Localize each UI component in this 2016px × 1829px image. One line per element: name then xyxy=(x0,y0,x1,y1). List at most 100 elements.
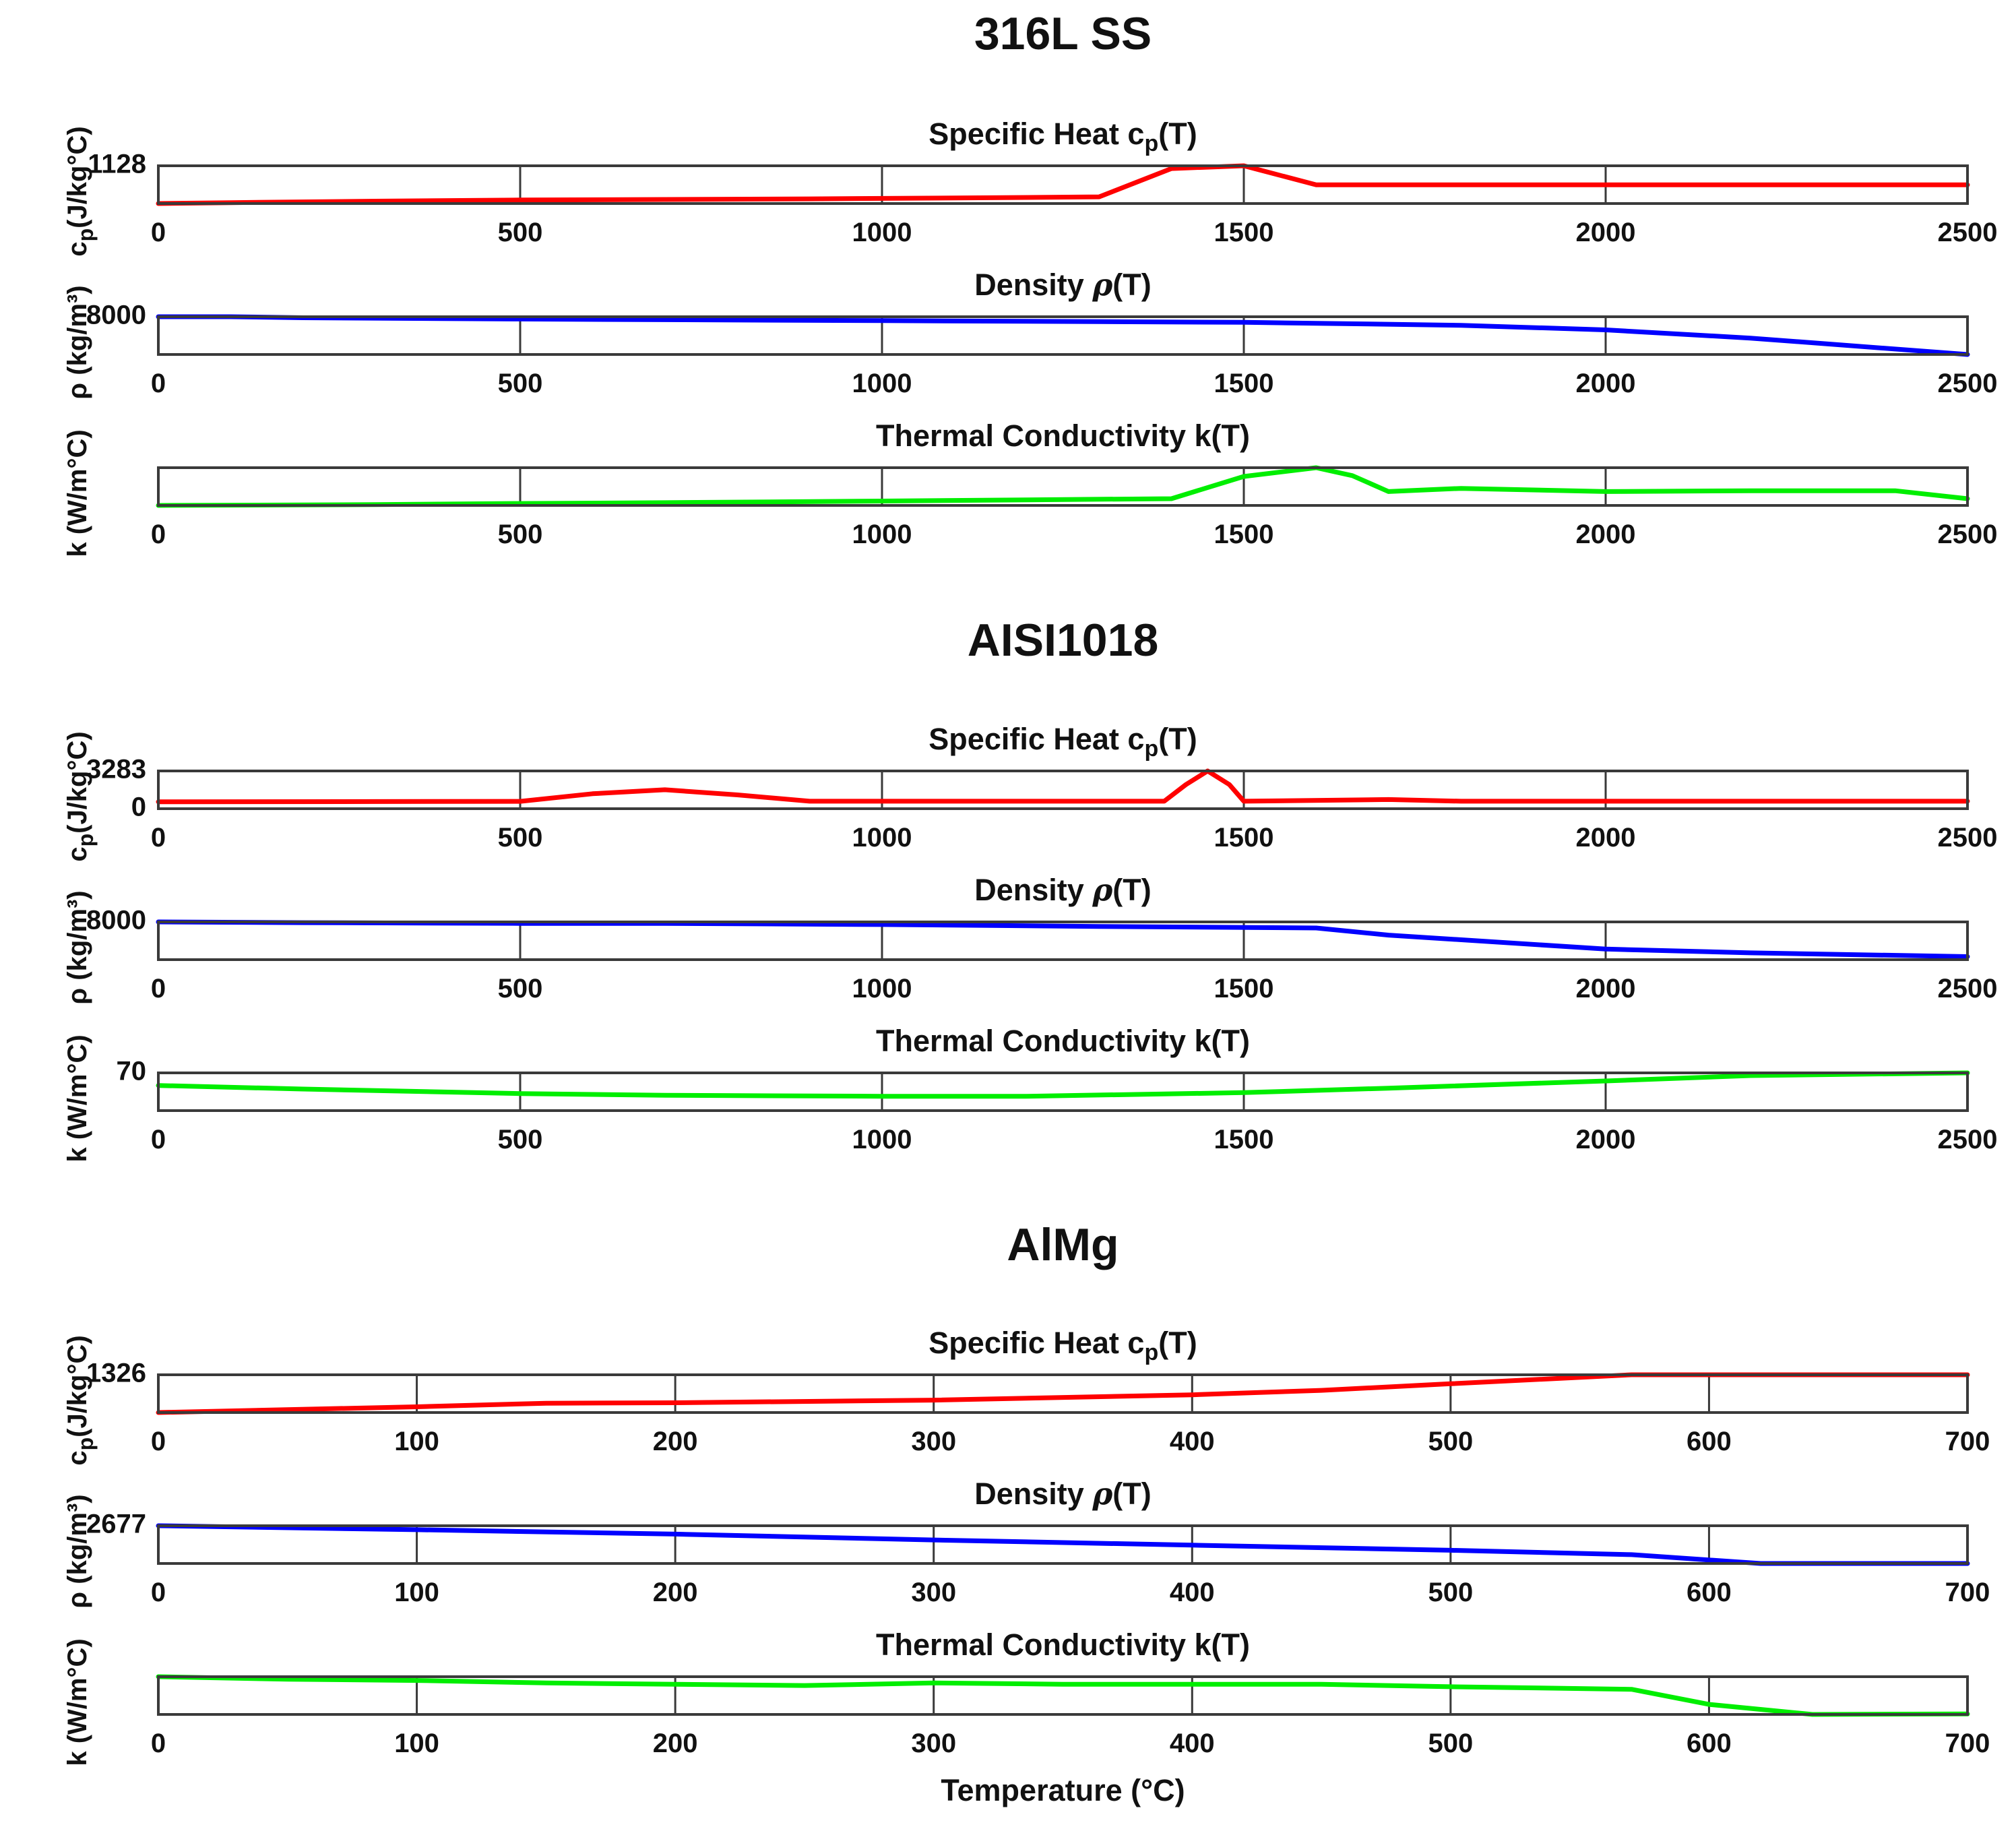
x-tick-label: 0 xyxy=(151,974,166,1003)
axes-frame xyxy=(157,1524,1969,1565)
x-tick-label: 200 xyxy=(653,1578,698,1607)
x-tick-label: 600 xyxy=(1687,1578,1732,1607)
x-tick-label: 0 xyxy=(151,520,166,549)
x-tick-label: 2000 xyxy=(1576,823,1636,852)
x-tick-label: 400 xyxy=(1170,1427,1215,1456)
panel-title: Specific Heat cp(T) xyxy=(928,117,1197,156)
group-title: 316L SS xyxy=(974,8,1152,59)
panel-title: Specific Heat cp(T) xyxy=(928,722,1197,762)
x-tick-label: 2000 xyxy=(1576,218,1636,247)
x-tick-label: 2500 xyxy=(1938,218,1998,247)
series-line-cp xyxy=(156,1372,1970,1415)
x-tick-label: 1500 xyxy=(1214,974,1274,1003)
x-tick-label: 300 xyxy=(911,1578,956,1607)
y-tick-label: 8000 xyxy=(86,301,146,330)
x-tick-label: 700 xyxy=(1945,1427,1990,1456)
axes-frame xyxy=(157,164,1969,205)
x-tick-label: 2500 xyxy=(1938,520,1998,549)
axes-frame xyxy=(157,770,1969,810)
series-line-cp xyxy=(156,768,1970,805)
y-tick-label: 70 xyxy=(117,1057,147,1086)
panel-title: Density ρ(T) xyxy=(974,1476,1151,1512)
x-tick-label: 1000 xyxy=(852,520,912,549)
x-tick-label: 0 xyxy=(151,1729,166,1758)
axes-frame xyxy=(157,315,1969,356)
x-tick-label: 500 xyxy=(498,1125,543,1154)
y-axis-label: ρ (kg/m³) xyxy=(63,285,92,399)
x-tick-label: 2500 xyxy=(1938,974,1998,1003)
x-tick-label: 2000 xyxy=(1576,369,1636,398)
x-tick-label: 500 xyxy=(1428,1729,1473,1758)
axes-frame xyxy=(157,466,1969,507)
axes-frame xyxy=(157,1675,1969,1716)
panel-title: Specific Heat cp(T) xyxy=(928,1326,1197,1365)
x-tick-label: 400 xyxy=(1170,1578,1215,1607)
x-tick-label: 0 xyxy=(151,1427,166,1456)
y-axis-label: k (W/m°C) xyxy=(63,429,92,557)
x-tick-label: 1500 xyxy=(1214,369,1274,398)
x-tick-label: 1500 xyxy=(1214,1125,1274,1154)
axes-frame xyxy=(157,921,1969,961)
x-tick-label: 1000 xyxy=(852,218,912,247)
x-tick-label: 600 xyxy=(1687,1729,1732,1758)
x-tick-label: 2000 xyxy=(1576,1125,1636,1154)
x-tick-label: 1500 xyxy=(1214,823,1274,852)
y-axis-label: k (W/m°C) xyxy=(63,1034,92,1162)
x-tick-label: 2000 xyxy=(1576,520,1636,549)
series-line-k xyxy=(156,465,1970,508)
x-tick-label: 0 xyxy=(151,1578,166,1607)
x-tick-label: 500 xyxy=(1428,1578,1473,1607)
x-tick-label: 200 xyxy=(653,1427,698,1456)
x-tick-label: 2500 xyxy=(1938,823,1998,852)
x-tick-label: 100 xyxy=(394,1427,439,1456)
x-tick-label: 300 xyxy=(911,1729,956,1758)
y-axis-label: cp(J/kg°C) xyxy=(63,126,98,256)
x-axis-label: Temperature (°C) xyxy=(941,1773,1185,1807)
y-tick-label: 8000 xyxy=(86,906,146,935)
y-tick-label: 1326 xyxy=(86,1359,146,1388)
x-tick-label: 2000 xyxy=(1576,974,1636,1003)
x-tick-label: 0 xyxy=(151,823,166,852)
panel-title: Density ρ(T) xyxy=(974,872,1151,908)
x-tick-label: 1500 xyxy=(1214,218,1274,247)
panel-title: Thermal Conductivity k(T) xyxy=(876,1024,1250,1058)
x-tick-label: 1000 xyxy=(852,1125,912,1154)
x-tick-label: 0 xyxy=(151,1125,166,1154)
x-tick-label: 600 xyxy=(1687,1427,1732,1456)
series-line-rho xyxy=(156,314,1970,357)
x-tick-label: 0 xyxy=(151,369,166,398)
axes-frame xyxy=(157,1373,1969,1414)
x-tick-label: 500 xyxy=(498,218,543,247)
y-tick-label: 0 xyxy=(131,793,146,822)
y-tick-label: 2677 xyxy=(86,1510,146,1539)
y-axis-label: cp(J/kg°C) xyxy=(63,1335,98,1465)
x-tick-label: 1000 xyxy=(852,974,912,1003)
series-line-k xyxy=(156,1070,1970,1099)
x-tick-label: 500 xyxy=(1428,1427,1473,1456)
x-tick-label: 1000 xyxy=(852,369,912,398)
x-tick-label: 1000 xyxy=(852,823,912,852)
x-tick-label: 500 xyxy=(498,823,543,852)
series-line-rho xyxy=(156,1523,1970,1566)
series-line-rho xyxy=(156,919,1970,959)
x-tick-label: 100 xyxy=(394,1578,439,1607)
x-tick-label: 500 xyxy=(498,369,543,398)
x-tick-label: 200 xyxy=(653,1729,698,1758)
series-line-cp xyxy=(156,163,1970,206)
axes-frame xyxy=(157,1072,1969,1112)
y-tick-label: 1128 xyxy=(88,150,146,179)
y-axis-label: ρ (kg/m³) xyxy=(63,1494,92,1608)
y-axis-label: ρ (kg/m³) xyxy=(63,890,92,1004)
x-tick-label: 500 xyxy=(498,520,543,549)
x-tick-label: 700 xyxy=(1945,1578,1990,1607)
group-title: AISI1018 xyxy=(968,615,1159,666)
y-tick-label: 3283 xyxy=(86,755,146,784)
y-axis-label: cp(J/kg°C) xyxy=(63,731,98,861)
panel-title: Thermal Conductivity k(T) xyxy=(876,1628,1250,1662)
panel-title: Density ρ(T) xyxy=(974,267,1151,303)
x-tick-label: 2500 xyxy=(1938,369,1998,398)
series-line-k xyxy=(156,1674,1970,1717)
x-tick-label: 100 xyxy=(394,1729,439,1758)
y-axis-label: k (W/m°C) xyxy=(63,1638,92,1766)
